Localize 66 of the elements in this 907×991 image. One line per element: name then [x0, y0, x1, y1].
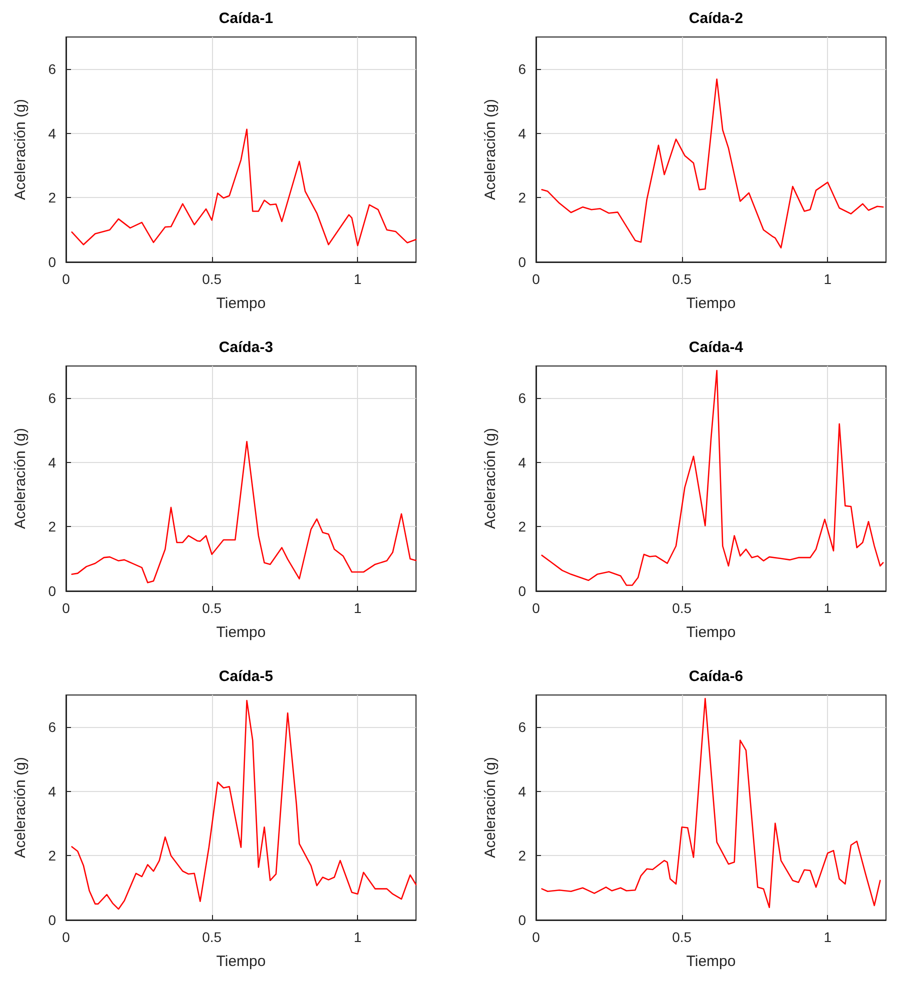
x-axis-title: Tiempo	[686, 953, 736, 970]
y-axis-title: Aceleración (g)	[12, 99, 29, 200]
x-tick-label: 0	[532, 929, 540, 945]
y-tick-label: 4	[48, 783, 56, 800]
x-tick-label: 0	[532, 271, 540, 287]
y-axis-title: Aceleración (g)	[12, 428, 29, 529]
y-axis-title: Aceleración (g)	[482, 99, 499, 200]
y-tick-label: 2	[48, 848, 56, 864]
x-tick-label: 1	[354, 600, 362, 616]
x-tick-label: 0.5	[202, 271, 222, 287]
x-tick-label: 1	[354, 271, 362, 287]
y-tick-label: 2	[48, 190, 56, 206]
y-tick-label: 4	[518, 454, 526, 470]
x-tick-label: 1	[824, 271, 832, 287]
x-tick-label: 1	[824, 600, 832, 616]
y-tick-label: 6	[48, 61, 56, 78]
y-tick-label: 2	[518, 848, 526, 864]
y-axis-title: Aceleración (g)	[482, 428, 499, 529]
x-tick-label: 0	[62, 271, 70, 287]
chart-title: Caída-5	[218, 668, 274, 685]
chart-title: Caída-2	[688, 10, 744, 27]
line-series	[71, 440, 417, 584]
y-tick-label: 6	[48, 390, 56, 406]
x-axis-title: Tiempo	[216, 295, 266, 312]
x-axis-title: Tiempo	[216, 624, 266, 641]
chart-title: Caída-1	[218, 10, 274, 27]
y-tick-label: 4	[518, 783, 526, 800]
line-series	[541, 78, 884, 249]
chart-title: Caída-6	[688, 668, 744, 685]
line-series	[71, 128, 417, 246]
y-tick-label: 0	[518, 583, 526, 599]
y-tick-label: 6	[48, 719, 56, 736]
x-tick-label: 0.5	[672, 600, 692, 616]
x-tick-label: 0	[62, 600, 70, 616]
x-axis-title: Tiempo	[686, 295, 736, 312]
x-axis-title: Tiempo	[686, 624, 736, 641]
x-tick-label: 0.5	[672, 271, 692, 287]
y-tick-label: 6	[518, 61, 526, 78]
x-axis-title: Tiempo	[216, 953, 266, 970]
line-series	[541, 370, 884, 586]
y-tick-label: 0	[518, 254, 526, 270]
y-tick-label: 0	[48, 583, 56, 599]
y-tick-label: 4	[48, 454, 56, 470]
x-tick-label: 1	[824, 929, 832, 945]
y-tick-label: 6	[518, 719, 526, 736]
x-tick-label: 0	[62, 929, 70, 945]
y-tick-label: 2	[48, 518, 56, 535]
y-tick-label: 2	[518, 190, 526, 206]
x-tick-label: 0.5	[202, 600, 222, 616]
x-tick-label: 0	[532, 600, 540, 616]
chart-title: Caída-3	[218, 339, 274, 356]
x-tick-label: 1	[354, 929, 362, 945]
y-tick-label: 0	[48, 912, 56, 928]
y-axis-title: Aceleración (g)	[12, 757, 29, 858]
line-series	[71, 700, 417, 910]
y-tick-label: 6	[518, 390, 526, 406]
y-tick-label: 0	[48, 254, 56, 270]
y-tick-label: 0	[518, 912, 526, 928]
y-tick-label: 4	[518, 125, 526, 142]
y-axis-title: Aceleración (g)	[482, 757, 499, 858]
y-tick-label: 4	[48, 125, 56, 142]
line-series	[541, 698, 881, 908]
y-tick-label: 2	[518, 518, 526, 535]
x-tick-label: 0.5	[202, 929, 222, 945]
x-tick-label: 0.5	[672, 929, 692, 945]
chart-title: Caída-4	[688, 339, 744, 356]
